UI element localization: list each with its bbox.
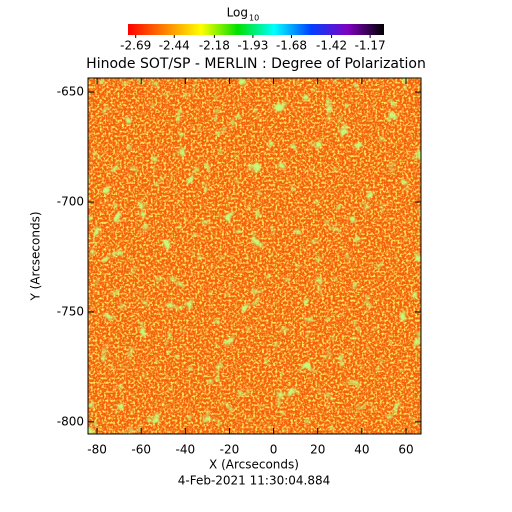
heatmap-texture <box>88 78 421 434</box>
colorbar-tick-label: -1.17 <box>355 39 386 53</box>
x-tick-label: -60 <box>131 443 151 457</box>
x-tick-label: -20 <box>220 443 240 457</box>
colorbar-tick-label: -1.42 <box>316 39 347 53</box>
x-tick-label: 0 <box>270 443 278 457</box>
chart-title: Hinode SOT/SP - MERLIN : Degree of Polar… <box>86 56 426 72</box>
footer: 4-Feb-2021 11:30:04.884 <box>178 474 331 488</box>
colorbar-tick-label: -2.18 <box>199 39 230 53</box>
y-tick-label: -700 <box>57 195 84 209</box>
x-tick-label: 40 <box>354 443 369 457</box>
y-axis-label: Y (Arcseconds) <box>29 211 43 301</box>
y-tick-label: -650 <box>57 85 84 99</box>
plot-frame <box>87 77 422 435</box>
x-tick-label: 60 <box>398 443 413 457</box>
y-tick-label: -750 <box>57 304 84 318</box>
colorbar-label: Log <box>227 6 248 20</box>
y-tick-label: -800 <box>57 414 84 428</box>
x-tick-label: -80 <box>87 443 107 457</box>
colorbar-tick-label: -1.93 <box>237 39 268 53</box>
colorbar-tick-label: -1.68 <box>276 39 307 53</box>
colorbar-label-subscript: 10 <box>249 14 259 23</box>
colorbar <box>128 24 384 35</box>
x-tick-label: 20 <box>310 443 325 457</box>
x-tick-label: -40 <box>176 443 196 457</box>
colorbar-tick-label: -2.44 <box>159 39 190 53</box>
x-axis-label: X (Arcseconds) <box>209 458 299 472</box>
colorbar-tick-label: -2.69 <box>120 39 151 53</box>
